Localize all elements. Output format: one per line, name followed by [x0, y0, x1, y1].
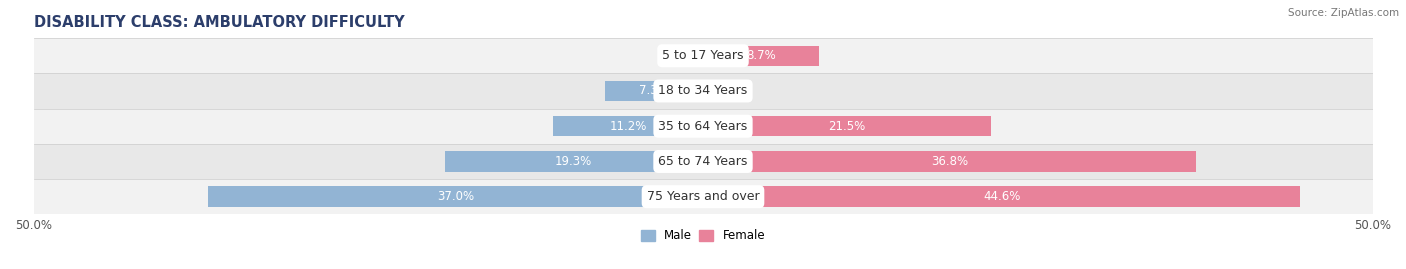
Text: 18 to 34 Years: 18 to 34 Years: [658, 84, 748, 97]
Text: 35 to 64 Years: 35 to 64 Years: [658, 120, 748, 133]
Bar: [34, 38, 1372, 73]
Bar: [444, 151, 703, 172]
Text: 7.3%: 7.3%: [640, 84, 669, 97]
Text: 19.3%: 19.3%: [555, 155, 592, 168]
Bar: [34, 144, 1372, 179]
Bar: [703, 186, 1301, 207]
Text: 0.0%: 0.0%: [710, 84, 740, 97]
Bar: [605, 81, 703, 101]
Text: Source: ZipAtlas.com: Source: ZipAtlas.com: [1288, 8, 1399, 18]
Text: 8.7%: 8.7%: [747, 49, 776, 62]
Text: 75 Years and over: 75 Years and over: [647, 190, 759, 203]
Text: 5 to 17 Years: 5 to 17 Years: [662, 49, 744, 62]
Text: 0.0%: 0.0%: [666, 49, 696, 62]
Bar: [34, 109, 1372, 144]
Bar: [208, 186, 703, 207]
Text: DISABILITY CLASS: AMBULATORY DIFFICULTY: DISABILITY CLASS: AMBULATORY DIFFICULTY: [34, 15, 404, 30]
Legend: Male, Female: Male, Female: [636, 225, 770, 247]
Bar: [703, 151, 1195, 172]
Text: 65 to 74 Years: 65 to 74 Years: [658, 155, 748, 168]
Text: 36.8%: 36.8%: [931, 155, 967, 168]
Bar: [703, 116, 991, 136]
Text: 37.0%: 37.0%: [437, 190, 474, 203]
Bar: [703, 45, 820, 66]
Bar: [34, 73, 1372, 109]
Text: 44.6%: 44.6%: [983, 190, 1021, 203]
Text: 11.2%: 11.2%: [609, 120, 647, 133]
Text: 21.5%: 21.5%: [828, 120, 866, 133]
Bar: [34, 179, 1372, 214]
Bar: [553, 116, 703, 136]
